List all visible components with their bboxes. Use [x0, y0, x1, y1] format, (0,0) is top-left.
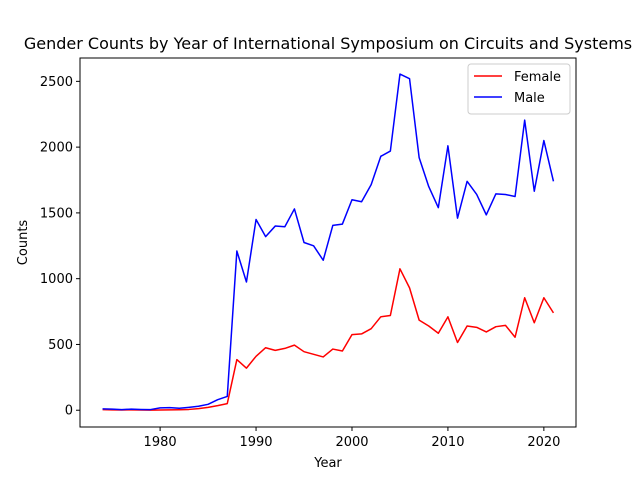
chart-title: Gender Counts by Year of International S…	[24, 34, 632, 53]
x-tick-label: 1990	[239, 435, 272, 450]
y-tick-label: 0	[65, 404, 73, 419]
legend: Female Male	[467, 63, 571, 115]
y-axis-label: Counts	[16, 220, 31, 266]
x-tick-label: 2010	[431, 435, 464, 450]
series-line-female	[102, 268, 555, 411]
axes-frame	[79, 57, 577, 428]
x-tick-label: 1980	[144, 435, 177, 450]
x-axis-ticks: 1980 1990 2000 2010 2020	[144, 427, 560, 450]
y-tick-label: 1500	[40, 206, 73, 221]
x-tick-label: 2020	[527, 435, 560, 450]
y-axis-ticks: 0 500 1000 1500 2000 2500	[40, 75, 80, 419]
legend-label-male: Male	[514, 91, 545, 106]
x-axis-label: Year	[313, 456, 342, 471]
series-lines	[102, 73, 555, 411]
x-tick-label: 2000	[335, 435, 368, 450]
y-tick-label: 1000	[40, 272, 73, 287]
series-line-male	[102, 73, 555, 411]
legend-label-female: Female	[514, 70, 561, 85]
y-tick-label: 500	[48, 338, 73, 353]
y-tick-label: 2500	[40, 75, 73, 90]
y-tick-label: 2000	[40, 141, 73, 156]
